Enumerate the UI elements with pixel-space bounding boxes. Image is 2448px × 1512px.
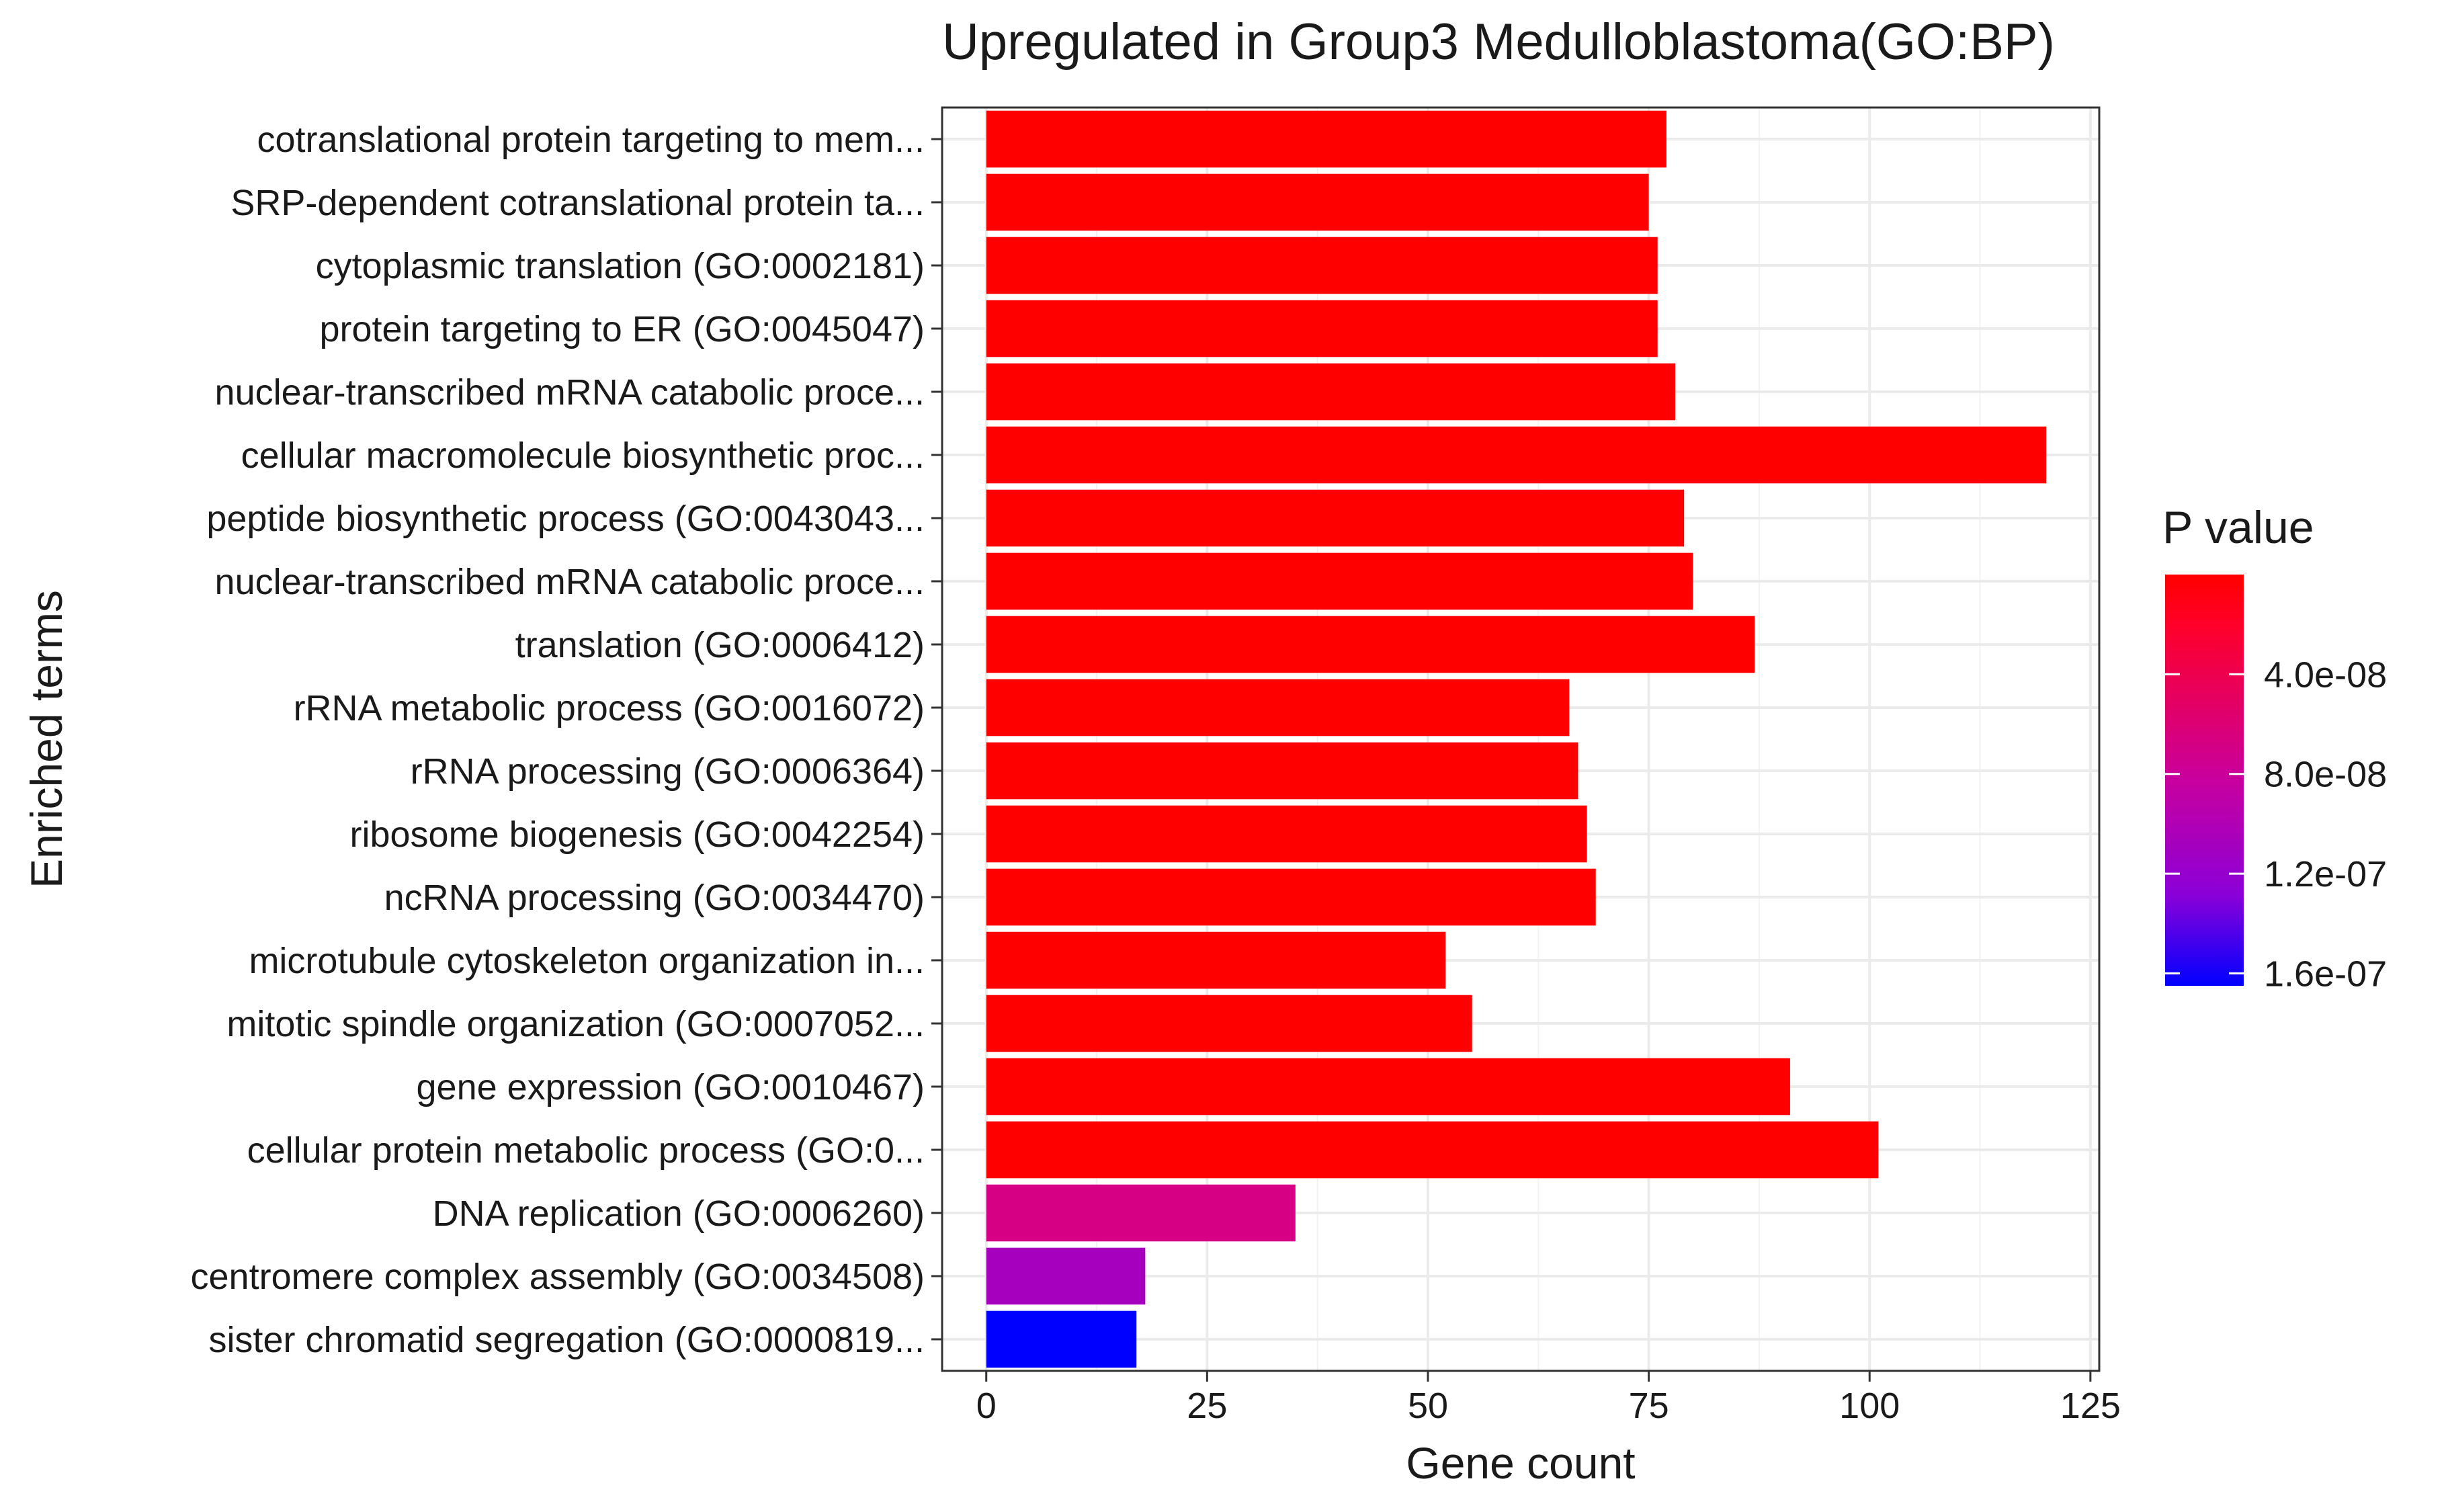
y-tick-label: rRNA metabolic process (GO:0016072): [294, 688, 925, 728]
y-tick-label: centromere complex assembly (GO:0034508): [191, 1257, 925, 1297]
y-tick-label: cellular protein metabolic process (GO:0…: [247, 1130, 925, 1171]
bar: [986, 616, 1755, 673]
y-tick-label: cotranslational protein targeting to mem…: [257, 120, 925, 160]
y-tick-label: SRP-dependent cotranslational protein ta…: [230, 183, 925, 223]
y-tick-label: mitotic spindle organization (GO:0007052…: [226, 1004, 925, 1044]
y-tick-label: nuclear-transcribed mRNA catabolic proce…: [215, 562, 925, 602]
bar: [986, 363, 1676, 421]
legend-tick-label: 8.0e-08: [2264, 755, 2387, 795]
chart-title: Upregulated in Group3 Medulloblastoma(GO…: [942, 13, 2055, 71]
legend-tick-label: 1.2e-07: [2264, 854, 2387, 894]
y-tick-label: ncRNA processing (GO:0034470): [384, 878, 925, 918]
bar: [986, 931, 1446, 989]
y-tick-label: cytoplasmic translation (GO:0002181): [316, 246, 925, 286]
x-tick-label: 0: [976, 1386, 997, 1426]
y-axis: cotranslational protein targeting to mem…: [191, 120, 942, 1360]
bar: [986, 868, 1596, 926]
bar: [986, 300, 1658, 358]
bar: [986, 552, 1693, 610]
y-tick-label: translation (GO:0006412): [515, 625, 925, 665]
bar: [986, 237, 1658, 294]
y-tick-label: ribosome biogenesis (GO:0042254): [350, 814, 925, 855]
y-tick-label: microtubule cytoskeleton organization in…: [249, 941, 925, 981]
y-tick-label: DNA replication (GO:0006260): [433, 1193, 925, 1234]
legend-tick-label: 1.6e-07: [2264, 954, 2387, 994]
y-tick-label: peptide biosynthetic process (GO:0043043…: [206, 499, 925, 539]
legend: P value 4.0e-08 8.0e-08 1.2e-07 1.6e-07: [2162, 502, 2387, 994]
bars: [986, 110, 2047, 1368]
bar: [986, 110, 1666, 168]
bar: [986, 1310, 1137, 1368]
x-tick-label: 125: [2060, 1386, 2121, 1426]
legend-colorbar: [2165, 575, 2244, 986]
bar: [986, 1121, 1879, 1179]
bar: [986, 489, 1685, 547]
y-tick-label: rRNA processing (GO:0006364): [411, 751, 925, 792]
x-axis: 0 25 50 75 100 125: [976, 1371, 2121, 1426]
legend-tick-label: 4.0e-08: [2264, 655, 2387, 695]
y-tick-label: protein targeting to ER (GO:0045047): [319, 309, 925, 349]
y-axis-label: Enriched terms: [22, 590, 71, 888]
plot-panel: [942, 108, 2099, 1371]
x-tick-label: 50: [1408, 1386, 1448, 1426]
legend-title: P value: [2162, 502, 2314, 553]
y-tick-label: nuclear-transcribed mRNA catabolic proce…: [215, 372, 925, 413]
x-tick-label: 100: [1839, 1386, 1900, 1426]
y-tick-label: cellular macromolecule biosynthetic proc…: [241, 435, 925, 476]
bar: [986, 679, 1570, 737]
bar: [986, 742, 1578, 800]
x-tick-label: 25: [1187, 1386, 1227, 1426]
bar: [986, 426, 2047, 484]
bar: [986, 1184, 1296, 1242]
bar: [986, 1247, 1146, 1305]
x-axis-label: Gene count: [1406, 1438, 1635, 1488]
legend-ticks: 4.0e-08 8.0e-08 1.2e-07 1.6e-07: [2165, 655, 2387, 994]
y-tick-label: sister chromatid segregation (GO:0000819…: [208, 1320, 925, 1360]
x-tick-label: 75: [1629, 1386, 1669, 1426]
bar: [986, 805, 1587, 863]
bar: [986, 995, 1472, 1052]
bar: [986, 1058, 1790, 1116]
y-tick-label: gene expression (GO:0010467): [417, 1067, 925, 1107]
plot-border: [941, 106, 2101, 1372]
bar: [986, 173, 1649, 231]
